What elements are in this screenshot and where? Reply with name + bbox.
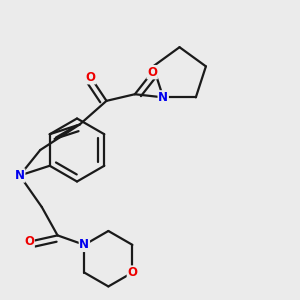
Text: O: O [128,266,137,279]
Text: O: O [147,66,157,79]
Text: N: N [79,238,89,251]
Text: O: O [24,235,34,248]
Text: N: N [15,169,25,182]
Text: N: N [158,91,168,104]
Text: O: O [86,71,96,84]
